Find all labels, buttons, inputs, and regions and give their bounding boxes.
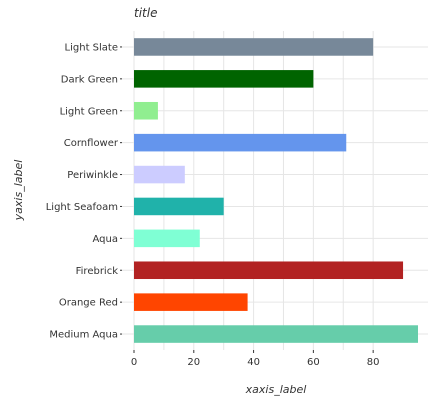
bar-medium-aqua	[134, 325, 418, 343]
bar-light-green	[134, 101, 158, 120]
bar-firebrick	[134, 261, 404, 280]
bars	[134, 38, 418, 343]
y-tick-label-cornflower: Cornflower	[64, 138, 119, 149]
bar-light-slate	[134, 38, 374, 56]
x-tick-labels: 0 20 40 60 80	[131, 350, 380, 368]
y-tick-label-light-seafoam: Light Seafoam	[46, 202, 118, 213]
y-tick-labels: Medium Aqua Orange Red Firebrick Aqua Light …	[46, 42, 122, 341]
x-tick-label-2: 40	[247, 357, 260, 368]
x-tick-label-4: 80	[367, 357, 380, 368]
x-tick-label-3: 60	[307, 357, 320, 368]
x-tick-label-0: 0	[131, 357, 137, 368]
y-tick-label-periwinkle: Periwinkle	[67, 170, 118, 181]
bar-aqua	[134, 229, 200, 248]
y-tick-label-medium-aqua: Medium Aqua	[49, 330, 118, 341]
bar-periwinkle	[134, 165, 185, 184]
y-tick-label-light-slate: Light Slate	[65, 42, 118, 53]
x-tick-label-1: 20	[187, 357, 200, 368]
x-axis-title: xaxis_label	[245, 383, 307, 396]
y-tick-label-orange-red: Orange Red	[59, 298, 118, 309]
y-axis-title: yaxis_label	[12, 160, 25, 222]
chart-title: title	[134, 6, 157, 20]
bar-dark-green	[134, 70, 314, 88]
y-tick-label-dark-green: Dark Green	[61, 74, 118, 85]
bar-orange-red	[134, 293, 248, 311]
y-tick-label-firebrick: Firebrick	[76, 266, 119, 277]
y-tick-label-light-green: Light Green	[60, 106, 118, 117]
bar-cornflower	[134, 133, 347, 152]
bar-light-seafoam	[134, 197, 224, 216]
y-tick-label-aqua: Aqua	[93, 234, 118, 245]
